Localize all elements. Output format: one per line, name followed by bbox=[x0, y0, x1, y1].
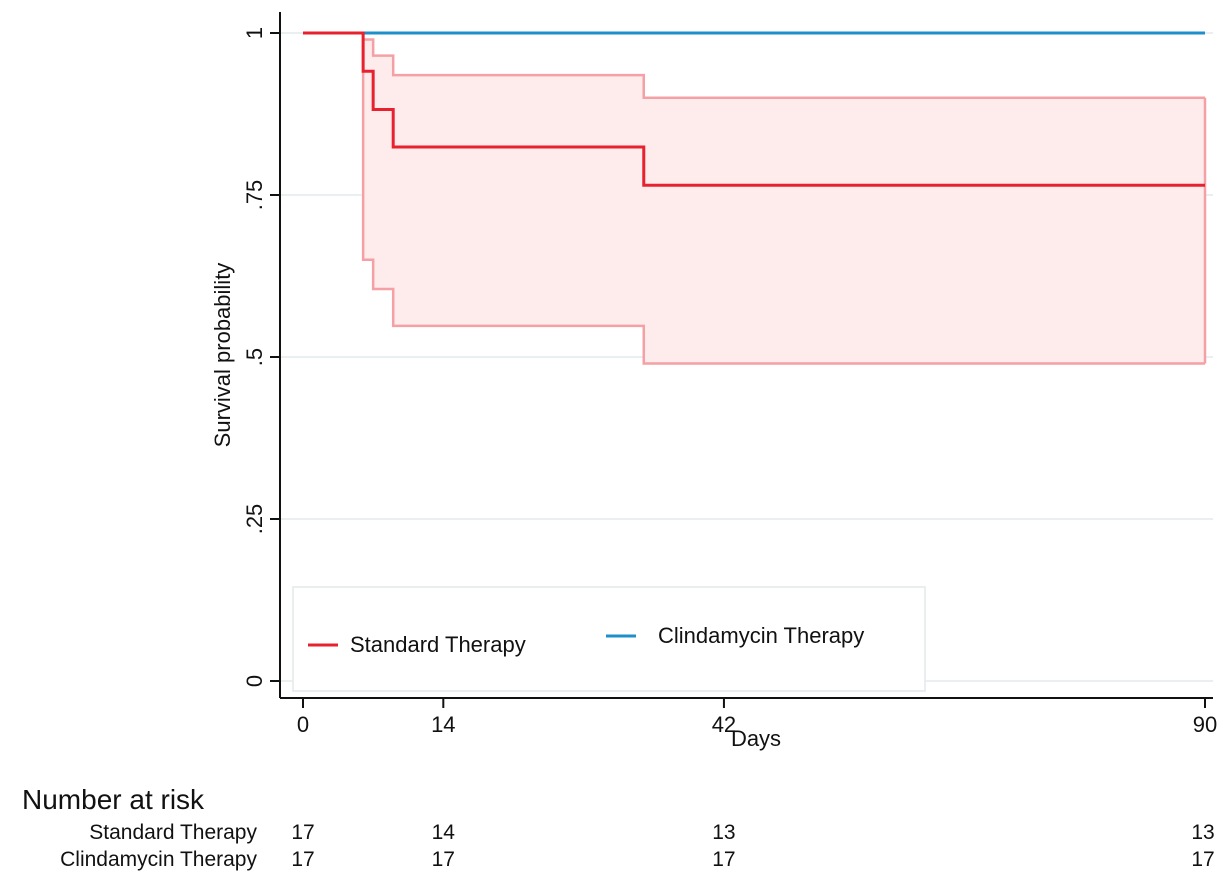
x-tick-label-42: 42 bbox=[712, 712, 736, 737]
ci-lower-standard-therapy bbox=[303, 31, 1205, 365]
x-tick-label-0: 0 bbox=[297, 712, 309, 737]
axes bbox=[279, 12, 1213, 699]
y-tick-label-25: .25 bbox=[242, 504, 267, 535]
y-tick-label-5: .5 bbox=[242, 348, 267, 366]
survival-curves bbox=[303, 31, 1205, 187]
risk-value-clindamycin-therapy-14: 17 bbox=[432, 848, 455, 871]
risk-value-clindamycin-therapy-90: 17 bbox=[1191, 848, 1214, 871]
risk-value-standard-therapy-90: 13 bbox=[1191, 821, 1214, 844]
legend-label-clindamycin-therapy: Clindamycin Therapy bbox=[658, 623, 864, 648]
risk-table-heading: Number at risk bbox=[22, 784, 205, 815]
confidence-bands bbox=[303, 31, 1207, 365]
risk-value-clindamycin-therapy-0: 17 bbox=[291, 848, 314, 871]
y-axis-title: Survival probability bbox=[210, 263, 235, 448]
risk-value-standard-therapy-0: 17 bbox=[291, 821, 314, 844]
legend: Standard Therapy Clindamycin Therapy bbox=[292, 586, 926, 692]
x-tick-label-14: 14 bbox=[431, 712, 455, 737]
series-line-standard-therapy bbox=[303, 31, 1205, 187]
risk-value-standard-therapy-42: 13 bbox=[712, 821, 735, 844]
risk-row-label-clindamycin-therapy: Clindamycin Therapy bbox=[60, 848, 257, 871]
y-tick-label-1: 1 bbox=[242, 27, 267, 39]
y-tick-label-75: .75 bbox=[242, 180, 267, 211]
y-tick-label-0: 0 bbox=[242, 675, 267, 687]
x-tick-label-90: 90 bbox=[1193, 712, 1217, 737]
x-axis-title: Days bbox=[731, 726, 781, 751]
risk-table: Number at risk Standard Therapy 17 14 13 13 C… bbox=[22, 784, 1215, 871]
y-ticks: 0 .25 .5 .75 1 bbox=[242, 27, 280, 687]
risk-row-label-standard-therapy: Standard Therapy bbox=[89, 821, 257, 844]
x-ticks: 0 14 42 90 bbox=[297, 698, 1217, 737]
legend-box bbox=[292, 586, 926, 692]
legend-label-standard-therapy: Standard Therapy bbox=[350, 632, 526, 657]
risk-value-standard-therapy-14: 14 bbox=[432, 821, 456, 844]
risk-value-clindamycin-therapy-42: 17 bbox=[712, 848, 735, 871]
ci-band-standard-therapy bbox=[303, 33, 1205, 364]
